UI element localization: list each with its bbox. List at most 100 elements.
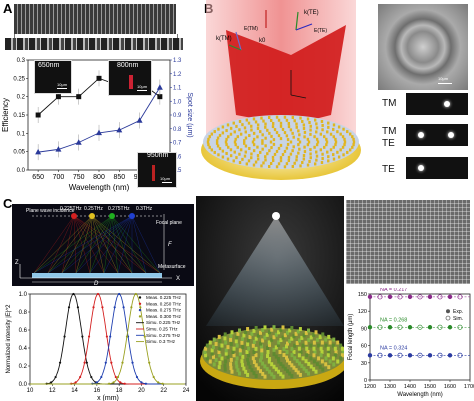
focusing-ray (47, 215, 93, 274)
nanopillar (295, 125, 298, 129)
measured-point (87, 335, 91, 338)
nanopillar (235, 356, 239, 361)
nanopillar (279, 121, 283, 125)
nanopillar (261, 147, 264, 151)
y2-tick-label: 1.0 (173, 99, 182, 105)
nanopillar (305, 346, 309, 351)
nanopillar (272, 347, 276, 352)
nanopillar (272, 325, 276, 330)
scalebar-label: 10μm (57, 82, 68, 87)
nanopillar (212, 362, 216, 367)
incidence-label-1: Plane wave incidence (26, 208, 75, 214)
nanopillar (271, 125, 275, 129)
y2-tick-label: 0.6 (173, 154, 182, 160)
nanopillar (339, 132, 342, 136)
freq-label-2: 0.25THz (84, 206, 103, 212)
measured-point (139, 306, 142, 309)
intensity-chart: 10 12 14 16 18 20 22 24 0.0 0.2 0.4 0.6 0.8 1.0 x (mm)… (6, 292, 190, 401)
measured-point (131, 361, 134, 364)
measured-point (119, 381, 122, 384)
nanopillar (264, 158, 267, 162)
nanopillar (247, 353, 251, 358)
legend-marker (138, 296, 142, 299)
nanopillar (324, 362, 328, 367)
nanopillar (313, 145, 316, 149)
y-tick-label: 0.8 (19, 310, 28, 316)
focusing-ray (73, 215, 105, 274)
nanopillar (227, 145, 230, 149)
nanopillar (316, 140, 320, 144)
nanopillar (252, 163, 256, 167)
measured-point (140, 381, 143, 384)
nanopillar (268, 131, 271, 135)
inset-800nm-label: 800nm (117, 62, 139, 69)
focusing-ray (89, 215, 133, 274)
nanopillar (302, 333, 306, 338)
nanopillar (208, 145, 211, 149)
scalebar (137, 90, 147, 91)
nanopillar (256, 333, 260, 338)
nanopillar (247, 121, 251, 125)
nanopillar (230, 330, 234, 335)
nanopillar (223, 336, 227, 341)
nanopillar (238, 119, 242, 123)
nanopillar (260, 116, 263, 120)
nanopillar (216, 144, 220, 148)
nanopillar (277, 134, 281, 138)
nanopillar (224, 348, 228, 353)
nanopillar (301, 119, 304, 123)
measured-point (112, 381, 115, 384)
sim-point (457, 294, 463, 300)
nanopillar (339, 148, 342, 152)
nanopillar (306, 143, 310, 147)
nanopillar (238, 371, 241, 376)
nanopillar (271, 159, 275, 163)
x-axis-label: x (mm) (97, 395, 119, 401)
nanopillar (285, 162, 289, 166)
nanopillar (285, 146, 289, 150)
nanopillar (286, 358, 289, 363)
x-tick-label: 10 (27, 388, 34, 394)
nanopillar (263, 325, 267, 330)
nanopillar (238, 161, 242, 165)
measured-point (74, 381, 77, 384)
nanopillar (226, 345, 230, 350)
nanopillar (327, 350, 331, 354)
mode-image-tm-te (406, 124, 468, 146)
nanopillar (352, 143, 355, 147)
nanopillar (320, 350, 324, 354)
measured-point (122, 306, 125, 309)
nanopillar (275, 115, 279, 119)
nanopillar (270, 146, 273, 150)
nanopillar (274, 345, 278, 350)
nanopillar (210, 132, 214, 136)
nanopillar (277, 146, 281, 150)
nanopillar (336, 150, 339, 154)
nanopillar (247, 159, 251, 163)
nanopillar (267, 116, 271, 120)
metasurface-top (203, 115, 359, 169)
nanopillar (281, 374, 285, 379)
exp-point (447, 325, 453, 330)
y-tick-label: 120 (358, 309, 367, 315)
nanopillar (315, 158, 318, 162)
nanopillar (323, 145, 326, 149)
nanopillar (326, 346, 330, 351)
measured-point (101, 306, 104, 309)
measured-point (161, 382, 164, 385)
nanopillar (250, 331, 254, 336)
measured-point (90, 375, 93, 379)
exp-point (427, 294, 433, 300)
y-tick-label: 0.6 (19, 328, 28, 334)
nanopillar (267, 330, 271, 335)
focusing-ray (33, 215, 113, 274)
metalens-schematic: k(TM) k(TE) k0 E(TM) E(TE) (201, 0, 361, 180)
nanopillar (292, 365, 296, 370)
nanopillar (333, 346, 337, 351)
nanopillar (315, 143, 319, 147)
nanopillar (332, 127, 335, 131)
nanopillar (274, 332, 278, 337)
focusing-ray (33, 215, 133, 274)
nanopillar (211, 354, 215, 359)
